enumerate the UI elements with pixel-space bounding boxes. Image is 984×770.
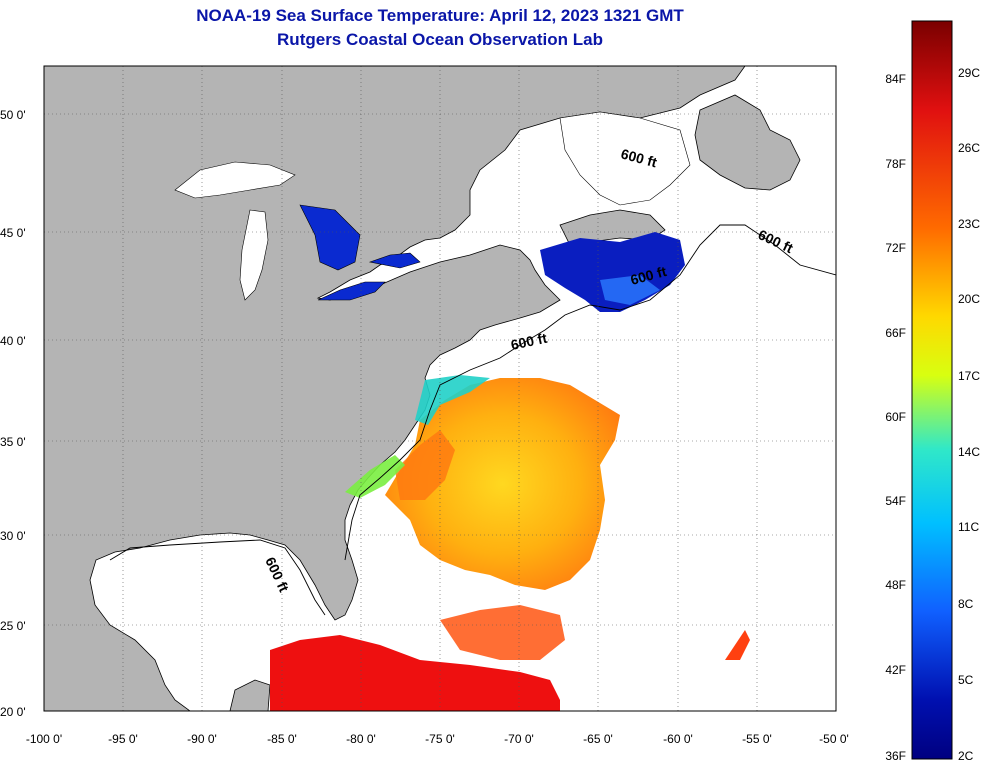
lon-axis: -100 0' -95 0' -90 0' -85 0' -80 0' -75 … [26, 732, 849, 746]
lake-michigan [239, 209, 269, 301]
lon-tick-label: -75 0' [425, 732, 455, 746]
colorbar-f-label: 72F [885, 241, 906, 255]
lon-tick-label: -80 0' [346, 732, 376, 746]
colorbar-c-label: 29C [958, 66, 980, 80]
colorbar-f-label: 84F [885, 72, 906, 86]
colorbar-c-label: 20C [958, 292, 980, 306]
lon-tick-label: -55 0' [742, 732, 772, 746]
colorbar-c-label: 2C [958, 749, 974, 763]
contour-600ft [344, 224, 836, 561]
lat-tick-label: 45 0' [0, 226, 26, 240]
sst-coastal-green [345, 455, 405, 498]
colorbar-f-label: 36F [885, 749, 906, 763]
sst-bahamas-warm [440, 605, 565, 660]
colorbar-c-label: 23C [958, 217, 980, 231]
lon-tick-label: -100 0' [26, 732, 62, 746]
lon-tick-label: -65 0' [583, 732, 613, 746]
lat-tick-label: 40 0' [0, 334, 26, 348]
map-title: NOAA-19 Sea Surface Temperature: April 1… [196, 6, 684, 25]
colorbar-f-label: 60F [885, 410, 906, 424]
lake-huron [299, 204, 361, 271]
contour-600ft-gulf [109, 539, 326, 616]
lat-axis: 50 0' 45 0' 40 0' 35 0' 30 0' 25 0' 20 0… [0, 108, 26, 719]
lake-ontario [368, 252, 421, 269]
colorbar-f-label: 48F [885, 578, 906, 592]
gulf-st-lawrence [559, 111, 691, 206]
colorbar-c-label: 17C [958, 369, 980, 383]
colorbar-f-label: 42F [885, 663, 906, 677]
lat-tick-label: 30 0' [0, 529, 26, 543]
lon-tick-label: -60 0' [663, 732, 693, 746]
sst-far-patch [725, 630, 750, 660]
sst-hot-caribbean [270, 635, 560, 711]
lon-tick-label: -90 0' [187, 732, 217, 746]
lake-erie [317, 281, 386, 301]
north-america-land [44, 66, 746, 711]
sst-warm-gulf-stream [385, 378, 620, 590]
lon-tick-label: -85 0' [267, 732, 297, 746]
lat-tick-label: 50 0' [0, 108, 26, 122]
lon-tick-label: -95 0' [108, 732, 138, 746]
colorbar-c-label: 11C [958, 520, 979, 534]
lake-superior [174, 161, 296, 199]
colorbar-f-label: 54F [885, 494, 906, 508]
colorbar [911, 20, 953, 760]
lat-tick-label: 35 0' [0, 435, 26, 449]
sst-coastal-cool [415, 375, 490, 425]
newfoundland-land [694, 94, 801, 191]
yucatan-land [229, 679, 271, 711]
colorbar-c-labels: 29C 26C 23C 20C 17C 14C 11C 8C 5C 2C [958, 66, 980, 763]
sst-cool-patch [600, 275, 660, 305]
colorbar-c-label: 26C [958, 141, 980, 155]
colorbar-f-label: 66F [885, 326, 906, 340]
lat-tick-label: 20 0' [0, 705, 26, 719]
colorbar-f-label: 78F [885, 157, 906, 171]
colorbar-c-label: 8C [958, 597, 974, 611]
lon-tick-label: -50 0' [819, 732, 849, 746]
colorbar-c-label: 14C [958, 445, 980, 459]
lat-tick-label: 25 0' [0, 619, 26, 633]
lon-tick-label: -70 0' [504, 732, 534, 746]
colorbar-c-label: 5C [958, 673, 974, 687]
map-frame [43, 65, 837, 712]
map-grid [44, 66, 836, 711]
colorbar-f-labels: 84F 78F 72F 66F 60F 54F 48F 42F 36F [885, 72, 906, 763]
map-subtitle: Rutgers Coastal Ocean Observation Lab [277, 30, 603, 49]
contour-label: 600 ft [509, 330, 548, 353]
